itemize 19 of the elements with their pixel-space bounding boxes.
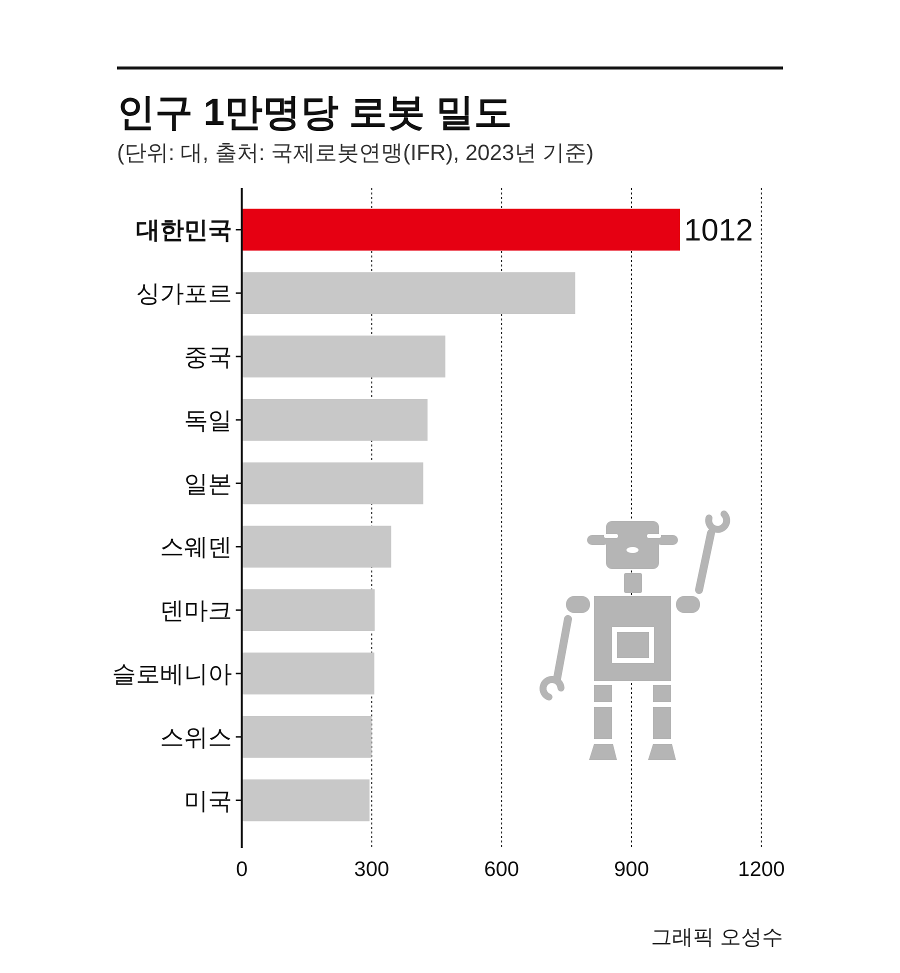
tick-label: 1200 <box>738 858 785 881</box>
category-label: 대한민국 <box>136 217 232 244</box>
category-label: 스웨덴 <box>160 534 232 562</box>
tick-label: 0 <box>236 858 248 881</box>
category-label: 미국 <box>184 788 232 815</box>
category-label: 스위스 <box>160 724 232 752</box>
value-label: 1012 <box>684 212 753 248</box>
subtitle: (단위: 대, 출처: 국제로봇연맹(IFR), 2023년 기준) <box>117 140 594 165</box>
tick-label: 300 <box>354 858 390 881</box>
annotation: 그래픽 오성수 <box>651 926 783 949</box>
category-label: 중국 <box>184 344 232 371</box>
category-label: 슬로베니아 <box>112 661 232 688</box>
category-label: 덴마크 <box>160 598 232 625</box>
category-label: 싱가포르 <box>136 280 232 308</box>
category-label: 독일 <box>184 407 232 434</box>
tick-label: 600 <box>484 858 520 881</box>
tick-label: 900 <box>614 858 650 881</box>
category-label: 일본 <box>184 470 232 498</box>
title: 인구 1만명당 로봇 밀도 <box>117 92 512 134</box>
